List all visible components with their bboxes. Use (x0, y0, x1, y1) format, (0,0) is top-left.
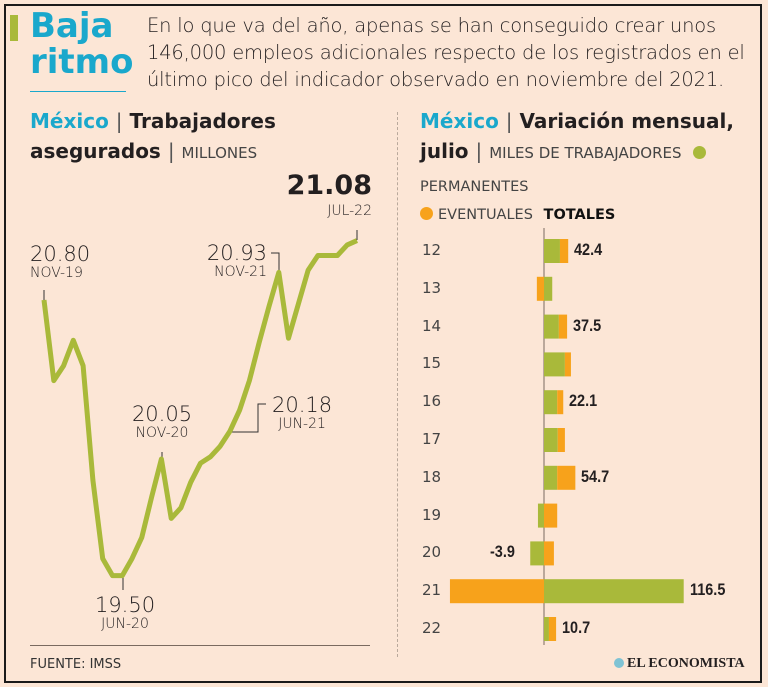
bar-permanentes-14 (544, 314, 559, 339)
category-label-21: 21 (422, 581, 442, 600)
bar-eventuales-13 (536, 276, 544, 301)
logo-icon (614, 658, 624, 668)
bar-eventuales-17 (557, 428, 565, 452)
annotation-value: 21.08 (286, 170, 372, 201)
bar-permanentes-18 (544, 465, 558, 490)
series-line (41, 238, 359, 579)
line-chart-unit: MILLONES (181, 144, 258, 162)
legend-eventuales: EVENTUALES (415, 207, 533, 223)
infographic-title: Baja ritmo (30, 8, 133, 80)
line-chart-heading: Trabajadores asegurados (30, 109, 276, 163)
separator: | (475, 139, 483, 163)
total-label-14: 37.5 (573, 315, 602, 335)
annotation-nov-19: 20.80 NOV-19 (30, 243, 90, 281)
annotation-label: JUL-22 (327, 203, 372, 219)
annotation-value: 20.05 (131, 402, 193, 426)
annotation-value: 20.93 (206, 241, 267, 265)
total-label-22: 10.7 (562, 618, 591, 637)
category-label-14: 14 (422, 316, 442, 335)
line-chart-baseline (30, 645, 370, 646)
leader-line (230, 403, 266, 433)
bar-eventuales-16 (557, 390, 564, 415)
annotation-label: NOV-19 (30, 265, 83, 281)
bar-permanentes-12 (544, 239, 560, 263)
annotation-value: 20.80 (30, 242, 91, 266)
intro-text: En lo que va del año, apenas se han cons… (147, 14, 745, 91)
annotation-nov-20: 20.05 NOV-20 (122, 403, 202, 441)
bar-permanentes-13 (544, 276, 553, 301)
column-divider (397, 112, 398, 657)
category-label-16: 16 (422, 392, 442, 411)
brand-logo: EL ECONOMISTA (614, 656, 745, 672)
infographic-frame (4, 4, 762, 683)
legend-label: PERMANENTES (420, 179, 529, 195)
total-label-20: -3.9 (490, 542, 516, 562)
bar-chart-region: México (420, 109, 499, 133)
line-chart-title: México | Trabajadores asegurados | MILLO… (30, 106, 330, 168)
total-label-21: 116.5 (689, 580, 726, 600)
bar-chart-unit: MILES DE TRABAJADORES (489, 144, 682, 162)
total-label-18: 54.7 (581, 466, 610, 486)
category-label-18: 18 (422, 467, 442, 486)
separator: | (167, 139, 175, 163)
bar-eventuales-12 (559, 239, 569, 263)
bar-permanentes-19 (537, 503, 544, 528)
eventuales-dot-icon (420, 207, 433, 220)
category-label-19: 19 (422, 505, 442, 524)
legend-totales: TOTALES (543, 207, 616, 223)
separator: | (115, 109, 123, 133)
annotation-value: 20.18 (272, 393, 333, 417)
bar-permanentes-20 (530, 541, 544, 566)
accent-bar (10, 15, 18, 41)
annotation-jun-21: 20.18 JUN-21 (272, 394, 332, 432)
title-line-2: ritmo (30, 42, 134, 82)
brand-name: EL ECONOMISTA (627, 656, 745, 671)
bar-eventuales-19 (544, 503, 558, 528)
annotation-jul-22: 21.08 JUL-22 (270, 170, 372, 219)
annotation-leaders (43, 230, 358, 590)
annotation-nov-21: 20.93 NOV-21 (195, 242, 267, 280)
line-chart-region: México (30, 109, 109, 133)
category-label-12: 12 (422, 241, 442, 259)
bar-permanentes-16 (544, 390, 558, 415)
permanentes-dot-icon (693, 146, 707, 159)
bar-eventuales-14 (558, 314, 568, 339)
bar-eventuales-18 (557, 465, 576, 490)
annotation-label: JUN-21 (278, 416, 326, 432)
total-label-12: 42.4 (574, 240, 603, 259)
bar-eventuales-15 (564, 352, 571, 377)
bar-permanentes-22 (544, 617, 549, 641)
annotation-label: NOV-20 (135, 425, 189, 441)
category-label-13: 13 (422, 278, 442, 297)
annotation-value: 19.50 (94, 593, 156, 617)
annotation-label: NOV-21 (214, 264, 267, 280)
bar-permanentes-17 (544, 428, 558, 452)
annotation-jun-20: 19.50 JUN-20 (88, 594, 162, 632)
source-note: FUENTE: IMSS (30, 657, 122, 672)
leader-line (271, 252, 280, 273)
bar-eventuales-21 (449, 579, 544, 604)
bar-permanentes-21 (544, 579, 684, 604)
category-label-17: 17 (422, 430, 442, 448)
bar-chart-title: México | Variación mensual, julio | MILE… (420, 106, 750, 228)
legend-row-2: EVENTUALES TOTALES (415, 202, 750, 228)
bar-eventuales-22 (548, 617, 557, 641)
separator: | (505, 109, 513, 133)
total-label-16: 22.1 (569, 391, 598, 411)
title-line-1: Baja (30, 6, 114, 46)
annotation-label: JUN-20 (101, 616, 149, 632)
bar-chart-heading: Variación mensual, julio (420, 109, 734, 163)
bar-eventuales-20 (544, 541, 554, 566)
category-label-22: 22 (422, 619, 442, 637)
title-underline (30, 91, 126, 92)
category-label-20: 20 (422, 543, 442, 562)
bar-permanentes-15 (544, 352, 565, 377)
category-label-15: 15 (422, 354, 442, 373)
legend-permanentes: PERMANENTES (420, 146, 711, 195)
legend-label: EVENTUALES (438, 207, 533, 223)
